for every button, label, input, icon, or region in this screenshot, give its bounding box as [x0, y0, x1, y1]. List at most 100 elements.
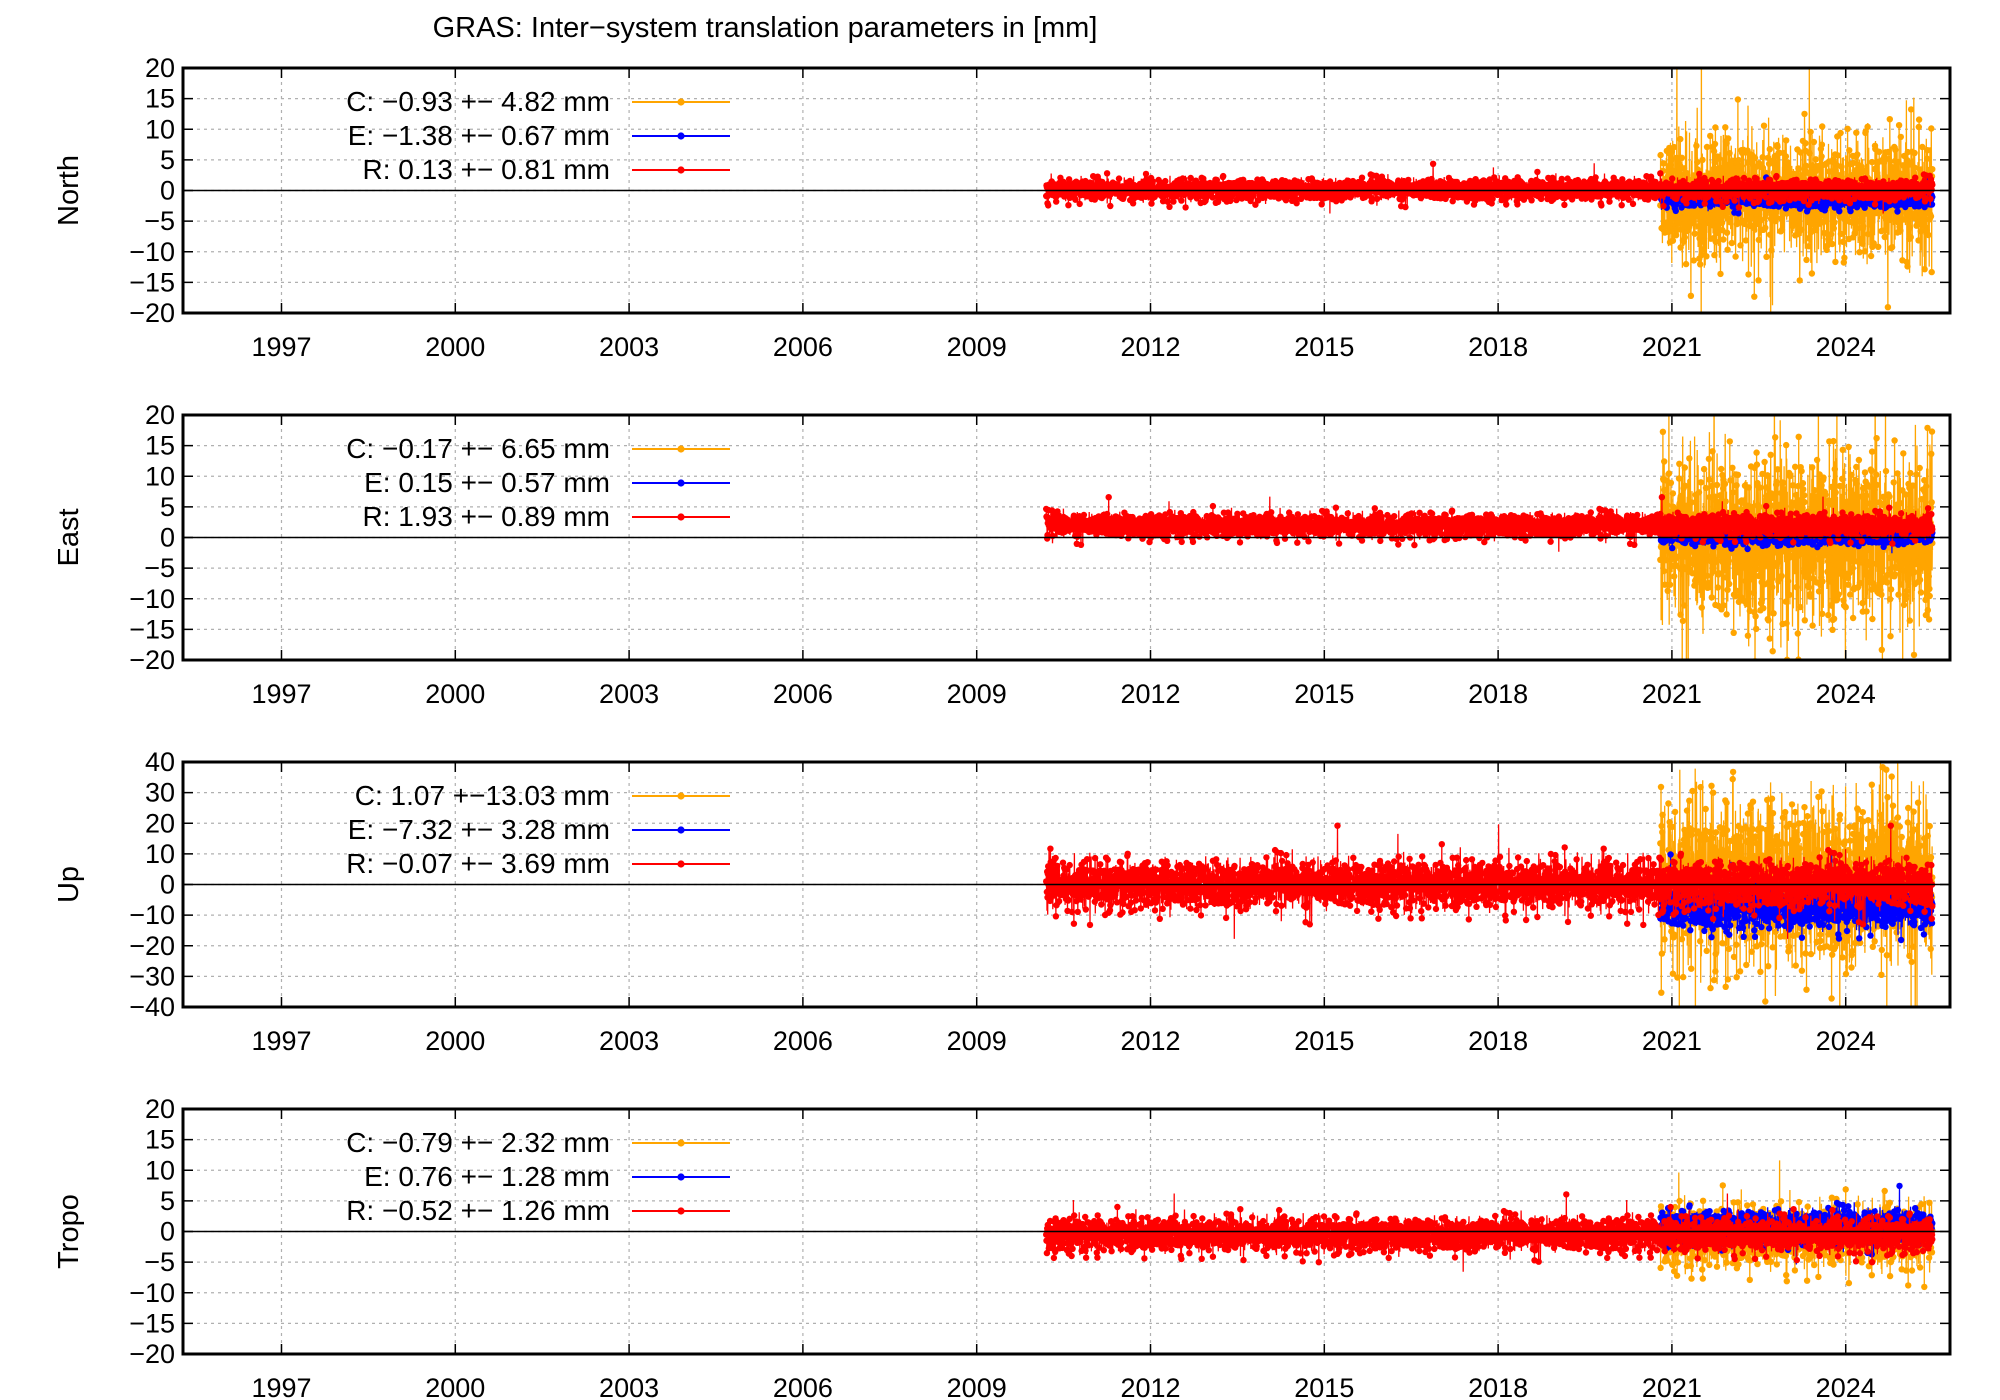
data-point-C [1726, 438, 1734, 445]
data-point-C [1818, 153, 1825, 160]
data-point-C [1774, 143, 1781, 151]
data-point-C [1744, 632, 1752, 639]
data-point-C [1727, 477, 1734, 484]
data-point-C [1805, 243, 1813, 250]
data-point-C [1660, 567, 1668, 575]
legend-marker-E [677, 132, 685, 140]
data-point-C [1916, 166, 1924, 174]
data-point-C [1786, 472, 1794, 480]
data-point-C [1660, 160, 1667, 167]
data-point-C [1750, 589, 1757, 596]
data-point-C [1832, 258, 1839, 266]
data-point-C [1778, 572, 1785, 580]
data-point-C [1769, 583, 1776, 591]
data-point-C [1759, 154, 1766, 161]
data-point-C [1733, 482, 1740, 489]
data-point-R [1405, 176, 1412, 184]
data-point-C [1811, 220, 1818, 228]
data-point-C [1760, 557, 1767, 564]
data-point-R [1148, 200, 1155, 207]
data-point-C [1795, 433, 1802, 440]
data-point-C [1681, 482, 1689, 489]
data-point-C [1719, 471, 1726, 479]
data-point-R [1719, 203, 1727, 210]
data-point-C [1684, 210, 1692, 217]
data-point-C [1804, 213, 1811, 220]
data-point-C [1760, 552, 1768, 559]
data-point-C [1695, 489, 1703, 496]
data-point-C [1727, 219, 1734, 226]
data-point-C [1841, 254, 1848, 261]
data-point-C [1738, 162, 1746, 170]
data-point-R [1293, 200, 1300, 207]
data-point-C [1754, 559, 1761, 567]
data-point-C [1920, 217, 1927, 225]
data-point-C [1798, 467, 1805, 475]
data-point-C [1735, 156, 1742, 164]
data-point-C [1699, 246, 1707, 253]
data-point-C [1720, 236, 1727, 243]
data-point-C [1683, 170, 1691, 177]
data-point-C [1812, 156, 1820, 163]
data-point-C [1771, 161, 1778, 168]
data-point-C [1723, 611, 1730, 618]
data-point-C [1740, 553, 1747, 561]
data-point-R [1534, 168, 1541, 176]
data-point-C [1864, 123, 1871, 130]
y-tick-label: 5 [160, 145, 175, 175]
data-point-C [1689, 570, 1696, 577]
data-point-C [1794, 504, 1801, 512]
data-point-C [1806, 150, 1813, 157]
data-point-R [1429, 160, 1437, 167]
data-point-C [1667, 161, 1674, 169]
data-point-C [1724, 586, 1731, 593]
data-point-C [1732, 253, 1739, 260]
x-tick-label: 2009 [947, 332, 1007, 362]
data-point-C [1662, 486, 1670, 494]
x-tick-label: 2021 [1642, 332, 1702, 362]
data-point-C [1699, 207, 1707, 214]
data-point-C [1657, 151, 1664, 159]
data-point-C [1671, 573, 1678, 580]
data-point-C [1677, 226, 1685, 233]
data-point-C [1748, 576, 1755, 583]
legend-label-C: C: −0.93 +− 4.82 mm [346, 86, 610, 117]
data-point-C [1667, 479, 1675, 486]
data-point-C [1870, 240, 1877, 247]
chart-title: GRAS: Inter−system translation parameter… [432, 12, 1098, 44]
data-point-R [1045, 202, 1052, 209]
data-point-C [1690, 257, 1698, 264]
data-point-C [1763, 253, 1770, 260]
data-point-C [1677, 611, 1684, 618]
data-point-C [1923, 155, 1931, 162]
y-tick-label: −10 [129, 237, 175, 267]
data-point-C [1850, 159, 1857, 167]
data-point-R [1619, 176, 1626, 183]
data-point-C [1690, 556, 1697, 563]
data-point-R [1598, 202, 1605, 209]
data-point-R [1625, 196, 1633, 203]
data-point-C [1794, 630, 1802, 637]
data-point-R [1846, 200, 1854, 207]
data-point-R [1740, 174, 1748, 182]
data-point-R [1170, 198, 1177, 205]
data-point-C [1769, 648, 1776, 655]
data-point-C [1892, 146, 1899, 154]
data-point-C [1728, 239, 1736, 247]
legend-label-E: E: −1.38 +− 0.67 mm [348, 120, 610, 151]
data-point-C [1792, 499, 1800, 506]
data-point-C [1722, 498, 1729, 505]
data-point-C [1791, 555, 1798, 562]
data-point-C [1685, 225, 1692, 232]
data-point-C [1805, 235, 1812, 242]
data-point-C [1774, 466, 1781, 473]
data-point-C [1928, 268, 1935, 276]
data-point-C [1699, 156, 1706, 164]
data-point-C [1690, 548, 1698, 555]
data-point-C [1707, 132, 1714, 140]
data-point-C [1737, 242, 1744, 249]
data-point-E [1672, 207, 1680, 215]
data-point-R [1182, 204, 1189, 211]
data-point-C [1837, 129, 1844, 137]
